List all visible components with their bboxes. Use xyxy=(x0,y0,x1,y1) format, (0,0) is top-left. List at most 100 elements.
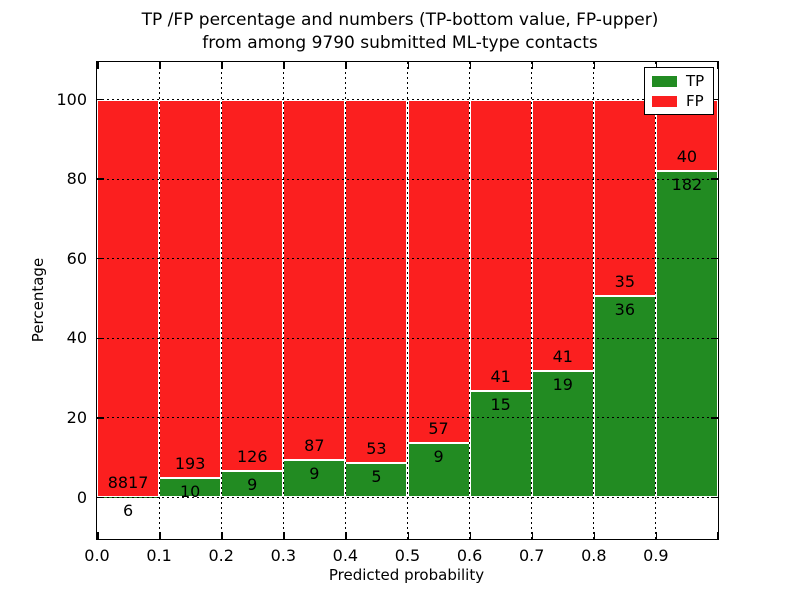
x-tick-label: 0.3 xyxy=(270,546,297,565)
tp-bar-segment xyxy=(469,390,532,498)
vertical-gridline xyxy=(531,62,533,539)
y-axis-tick-right xyxy=(711,496,718,499)
y-tick-label: 20 xyxy=(66,407,87,427)
fp-bar-segment xyxy=(159,99,222,478)
vertical-gridline xyxy=(158,62,160,539)
x-axis-tick xyxy=(407,532,409,539)
x-axis-tick xyxy=(283,532,285,539)
legend-item-tp: TP xyxy=(652,74,707,89)
x-axis-tick-top xyxy=(593,62,596,69)
tp-bar-segment xyxy=(531,371,594,498)
tp-count-label: 10 xyxy=(179,481,201,501)
x-axis-tick xyxy=(221,532,223,539)
fp-count-label: 41 xyxy=(552,347,573,367)
vertical-gridline xyxy=(469,62,471,539)
tp-count-label: 9 xyxy=(309,464,320,484)
y-tick-label: 0 xyxy=(76,487,87,507)
fp-count-label: 8817 xyxy=(107,473,149,493)
y-axis-tick-right xyxy=(711,417,718,419)
tp-bar-segment xyxy=(345,463,408,498)
vertical-gridline xyxy=(407,62,408,539)
tp-count-label: 6 xyxy=(122,501,134,521)
horizontal-gridline xyxy=(97,99,718,100)
fp-bar-segment xyxy=(593,99,656,296)
tp-count-label: 19 xyxy=(552,375,573,395)
tp-bar-segment xyxy=(221,470,284,498)
fp-count-label: 57 xyxy=(428,419,449,439)
x-axis-tick-top xyxy=(345,62,347,69)
y-axis-tick xyxy=(97,257,104,260)
y-tick-label: 40 xyxy=(66,328,87,348)
x-tick-label: 0.6 xyxy=(456,546,483,565)
y-axis-tick-right xyxy=(711,337,718,340)
x-axis-tick-top xyxy=(655,62,658,69)
x-axis-tick xyxy=(593,532,596,539)
tp-bar-segment xyxy=(159,477,222,498)
x-axis-tick-top xyxy=(283,62,285,69)
chart-title: TP /FP percentage and numbers (TP-bottom… xyxy=(0,9,800,55)
x-axis-label: Predicted probability xyxy=(328,566,485,584)
x-tick-label: 0.5 xyxy=(394,546,421,565)
fp-count-label: 35 xyxy=(614,271,636,291)
fp-count-label: 193 xyxy=(174,453,206,473)
y-axis-tick xyxy=(97,337,104,340)
legend: TP FP xyxy=(644,67,714,115)
fp-bar-segment xyxy=(531,99,594,372)
x-tick-label: 0.0 xyxy=(84,546,110,565)
fp-bar-segment xyxy=(283,99,346,461)
horizontal-gridline xyxy=(97,417,718,419)
x-tick-label: 0.4 xyxy=(332,546,359,565)
fp-count-label: 41 xyxy=(490,366,511,386)
y-axis-tick-right xyxy=(711,98,718,101)
y-tick-label: 100 xyxy=(56,89,87,109)
fp-legend-swatch xyxy=(652,96,677,107)
fp-count-label: 87 xyxy=(304,436,325,456)
vertical-gridline xyxy=(593,62,595,539)
x-axis-tick-top xyxy=(97,62,99,69)
fp-count-label: 126 xyxy=(236,446,268,466)
fp-count-label: 53 xyxy=(366,439,387,459)
x-tick-label: 0.2 xyxy=(208,546,234,565)
tp-bar-segment xyxy=(407,443,470,498)
x-axis-tick-top xyxy=(469,62,472,69)
tp-bar-segment xyxy=(283,460,346,498)
x-tick-label: 0.1 xyxy=(146,546,172,565)
vertical-gridline xyxy=(220,62,222,539)
vertical-gridline xyxy=(655,62,657,539)
x-axis-tick xyxy=(716,532,718,539)
y-axis-tick xyxy=(97,98,104,101)
vertical-gridline xyxy=(282,62,284,539)
horizontal-gridline xyxy=(97,497,718,498)
x-axis-tick xyxy=(345,532,347,539)
tp-count-label: 15 xyxy=(490,394,511,414)
chart-title-line2: from among 9790 submitted ML-type contac… xyxy=(202,33,598,53)
fp-bar-segment xyxy=(469,99,532,391)
legend-label-fp: FP xyxy=(686,92,704,110)
horizontal-gridline xyxy=(97,178,718,180)
legend-item-fp: FP xyxy=(652,94,707,109)
tp-bar-segment xyxy=(593,295,656,498)
x-tick-label: 0.8 xyxy=(581,546,607,565)
x-axis-tick xyxy=(469,532,472,539)
fp-bar-segment xyxy=(97,99,160,498)
y-tick-label: 60 xyxy=(66,248,87,268)
fp-bar-segment xyxy=(345,99,408,464)
fp-bar-segment xyxy=(221,99,284,471)
vertical-gridline xyxy=(344,62,346,539)
plot-area: TP FP 8817 6 193 10 126 9 87 9 53 5 57 9 41 15 41 19 35 3… xyxy=(56,61,719,565)
fp-bar-segment xyxy=(407,99,470,444)
y-axis-tick-right xyxy=(711,257,718,260)
x-axis-tick-top xyxy=(221,62,223,69)
x-axis-tick-top xyxy=(531,62,534,69)
tp-legend-swatch xyxy=(652,76,677,87)
x-tick-label: 0.9 xyxy=(643,546,669,565)
tp-bar-segment xyxy=(655,171,718,498)
horizontal-gridline xyxy=(97,337,718,339)
y-axis-label: Percentage xyxy=(29,257,48,342)
tp-count-label: 5 xyxy=(371,467,382,487)
chart-title-line1: TP /FP percentage and numbers (TP-bottom… xyxy=(141,10,659,30)
horizontal-gridline xyxy=(97,258,718,260)
x-axis-tick-top xyxy=(407,62,409,69)
legend-label-tp: TP xyxy=(686,72,705,90)
